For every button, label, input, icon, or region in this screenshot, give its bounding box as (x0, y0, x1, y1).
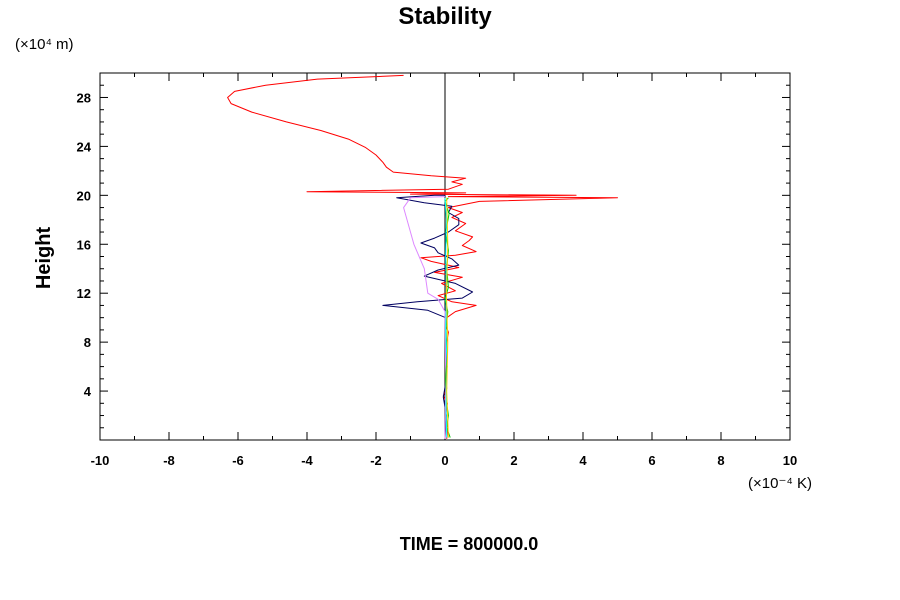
x-tick-label: -2 (370, 453, 382, 468)
series-line-6 (445, 197, 449, 438)
y-tick-label: 24 (77, 139, 92, 154)
chart-title: Stability (398, 3, 492, 30)
y-axis-unit: (×10⁴ m) (15, 36, 74, 53)
x-tick-label: 0 (441, 453, 448, 468)
y-tick-label: 28 (77, 90, 91, 105)
x-tick-label: 8 (717, 453, 724, 468)
x-axis-unit: (×10⁻⁴ K) (748, 475, 812, 492)
y-axis-label: Height (33, 227, 55, 290)
x-tick-label: -10 (91, 453, 110, 468)
x-tick-label: -4 (301, 453, 313, 468)
x-tick-label: 10 (783, 453, 797, 468)
y-tick-label: 12 (77, 286, 91, 301)
time-label: TIME = 800000.0 (400, 534, 539, 554)
x-tick-label: -6 (232, 453, 244, 468)
y-tick-label: 8 (84, 335, 91, 350)
y-axis-ticks: 4 8 12 16 20 24 28 (77, 90, 92, 399)
x-tick-label: 6 (648, 453, 655, 468)
x-tick-label: 4 (579, 453, 587, 468)
y-tick-label: 16 (77, 237, 91, 252)
series-line-3 (403, 196, 447, 439)
series-line-5 (444, 197, 448, 438)
series-layer (227, 74, 618, 439)
x-tick-label: 2 (510, 453, 517, 468)
series-line-1 (227, 74, 618, 439)
y-tick-label: 20 (77, 188, 91, 203)
y-tick-label: 4 (84, 384, 92, 399)
x-axis-ticks: -10 -8 -6 -4 -2 0 2 4 6 8 10 (91, 453, 798, 468)
x-tick-label: -8 (163, 453, 175, 468)
